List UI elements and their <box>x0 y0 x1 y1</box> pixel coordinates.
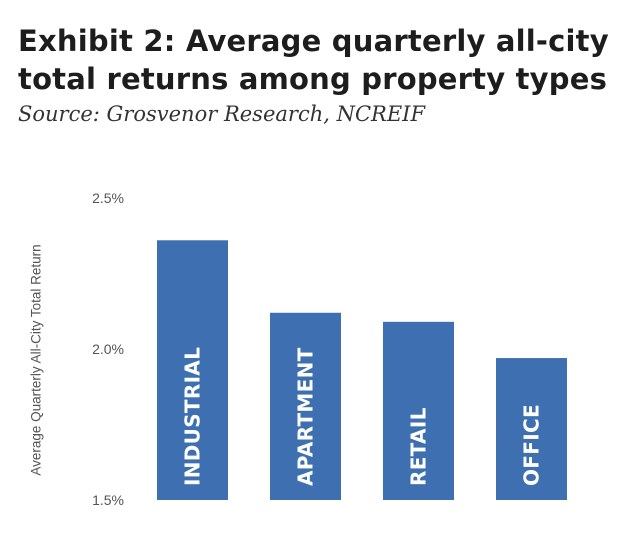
bar-industrial <box>157 240 228 500</box>
bars: INDUSTRIAL APARTMENT RETAIL OFFICE <box>157 240 567 500</box>
bar-apartment <box>270 312 341 500</box>
bar-office <box>496 358 567 500</box>
y-tick-label: 2.0% <box>92 341 124 357</box>
bar-label-retail: RETAIL <box>407 407 431 486</box>
chart-subtitle: Source: Grosvenor Research, NCREIF <box>18 102 426 126</box>
bar-label-apartment: APARTMENT <box>294 347 318 486</box>
bar-label-industrial: INDUSTRIAL <box>181 347 205 486</box>
y-tick-label: 1.5% <box>92 492 124 508</box>
chart-title: Exhibit 2: Average quarterly all-city to… <box>18 24 609 96</box>
bar-retail <box>383 321 454 500</box>
y-tick-label: 2.5% <box>92 190 124 206</box>
y-axis-ticks: 1.5% 2.0% 2.5% <box>92 190 124 508</box>
bar-label-office: OFFICE <box>520 404 544 486</box>
